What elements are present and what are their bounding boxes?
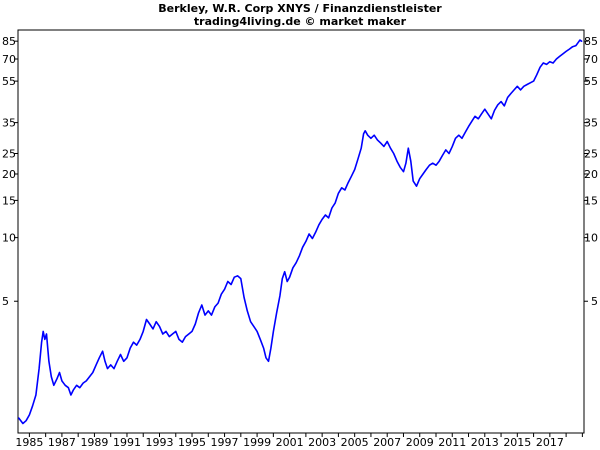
x-tick-label: 1987: [48, 436, 76, 449]
x-axis: 1985 1987 1989 1991 1993 1995 1997 1999 2001 2003…: [15, 433, 583, 449]
y-tick-label-left: 35: [2, 117, 16, 130]
x-tick-label: 1993: [146, 436, 174, 449]
y-tick-label-left: 15: [2, 194, 16, 207]
y-tick-label-left: 5: [2, 295, 9, 308]
x-tick-label: 1999: [243, 436, 271, 449]
y-tick-label-right: 85: [584, 35, 598, 48]
x-tick-label: 2017: [536, 436, 564, 449]
x-tick-label: 2007: [373, 436, 401, 449]
x-tick-label: 2003: [308, 436, 336, 449]
y-axis-left: 5 10 15 20 25 35 55 70 85: [2, 35, 18, 308]
x-tick-label: 2015: [503, 436, 531, 449]
y-tick-label-right: 55: [584, 75, 598, 88]
x-tick-label: 1997: [211, 436, 239, 449]
y-tick-label-left: 20: [2, 168, 16, 181]
y-tick-label-right: 70: [584, 53, 598, 66]
y-tick-label-right: 35: [584, 117, 598, 130]
y-tick-label-left: 10: [2, 232, 16, 245]
y-tick-label-right: 20: [584, 168, 598, 181]
y-tick-label-right: 5: [591, 295, 598, 308]
y-axis-right: 5 10 15 20 25 35 55 70 85: [584, 35, 598, 308]
y-tick-label-left: 55: [2, 75, 16, 88]
x-tick-label: 1991: [113, 436, 141, 449]
x-tick-label: 2011: [438, 436, 466, 449]
y-tick-label-right: 10: [584, 232, 598, 245]
y-tick-label-right: 15: [584, 194, 598, 207]
y-tick-label-left: 70: [2, 53, 16, 66]
x-tick-label: 1985: [15, 436, 43, 449]
y-tick-label-left: 85: [2, 35, 16, 48]
y-tick-label-left: 25: [2, 148, 16, 161]
chart-subtitle: trading4living.de © market maker: [194, 15, 407, 28]
x-tick-label: 1995: [178, 436, 206, 449]
x-tick-label: 2013: [471, 436, 499, 449]
x-tick-label: 2009: [406, 436, 434, 449]
y-tick-label-right: 25: [584, 148, 598, 161]
chart-title: Berkley, W.R. Corp XNYS / Finanzdienstle…: [158, 2, 442, 15]
price-line: [18, 39, 583, 425]
x-tick-label: 1989: [80, 436, 108, 449]
x-tick-label: 2005: [341, 436, 369, 449]
plot-frame: [17, 29, 585, 434]
x-tick-label: 2001: [276, 436, 304, 449]
